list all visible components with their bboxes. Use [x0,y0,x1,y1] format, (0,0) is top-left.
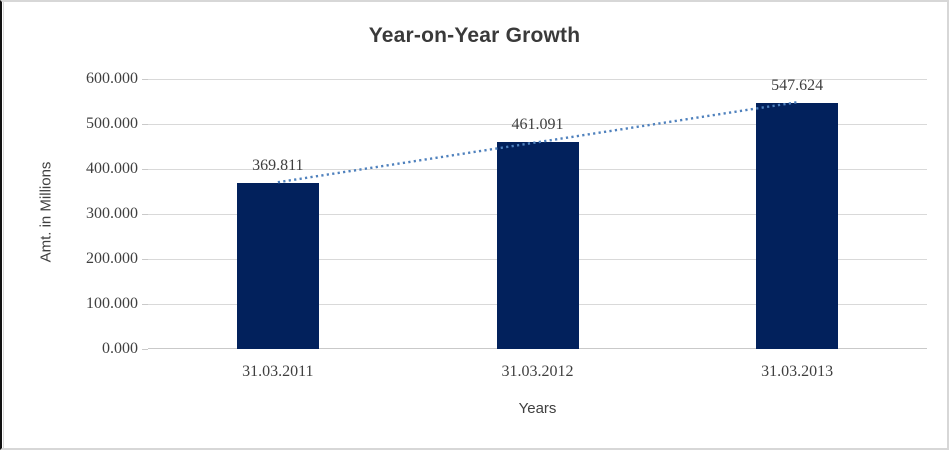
y-tick-label: 0.000 [102,340,138,357]
bar-2 [756,102,839,349]
data-label-1: 461.091 [511,115,564,133]
bar-0 [236,182,319,349]
gridline [148,79,927,80]
data-label-0: 369.811 [252,156,304,174]
gridline [148,124,927,125]
y-tick-mark [142,349,148,350]
data-label-2: 547.624 [771,76,824,94]
x-tick-label: 31.03.2013 [761,363,834,380]
y-tick-label: 300.000 [86,205,138,222]
y-tick-label: 100.000 [86,295,138,312]
y-tick-mark [142,79,148,80]
y-tick-mark [142,169,148,170]
y-tick-label: 600.000 [86,70,138,87]
x-tick-label: 31.03.2012 [501,363,574,380]
x-tick-label: 31.03.2011 [242,363,314,380]
chart-title: Year-on-Year Growth [368,24,581,47]
y-tick-mark [142,214,148,215]
plot-area [142,79,927,350]
bar-1 [496,141,579,349]
y-tick-label: 400.000 [86,160,138,177]
y-tick-mark [142,304,148,305]
y-tick-label: 500.000 [86,115,138,132]
y-tick-mark [142,124,148,125]
frame-inner-border [3,2,4,448]
y-tick-mark [142,259,148,260]
x-axis-title: Years [518,400,557,417]
y-tick-label: 200.000 [86,250,138,267]
